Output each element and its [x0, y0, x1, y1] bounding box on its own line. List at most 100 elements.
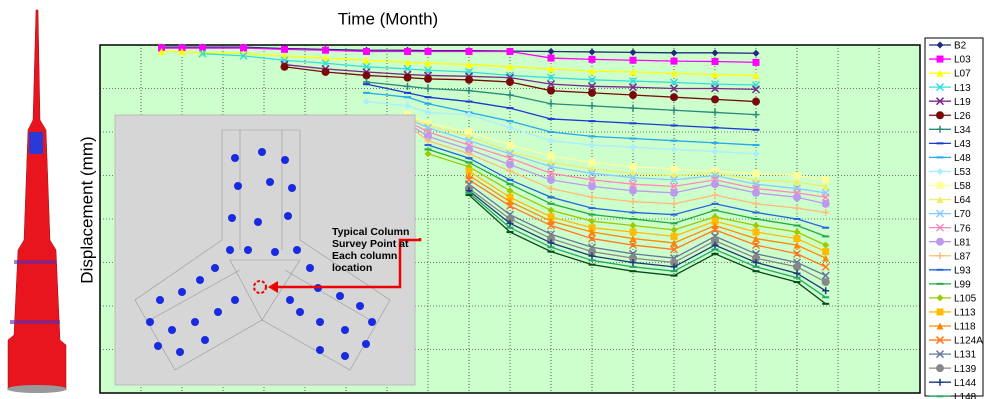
page: {"chart_data": {"type": "line", "title":…	[0, 0, 984, 399]
marker	[671, 165, 678, 172]
legend-label: L76	[954, 223, 971, 234]
survey-point	[258, 148, 266, 156]
survey-point	[316, 346, 324, 354]
survey-point	[254, 218, 262, 226]
marker	[630, 57, 637, 64]
marker	[793, 193, 801, 201]
legend-label: L93	[954, 265, 971, 276]
chart: Time (Month) Displacement (mm) B2L03L07L…	[0, 0, 984, 399]
survey-point	[231, 296, 239, 304]
marker	[752, 98, 760, 106]
survey-point	[306, 264, 314, 272]
survey-point	[154, 342, 162, 350]
marker	[822, 278, 830, 286]
legend-label: L26	[954, 111, 971, 122]
legend-label: L48	[954, 153, 971, 164]
survey-point	[356, 302, 364, 310]
annotation: Typical Column Survey Point at Each colu…	[332, 226, 424, 274]
marker	[547, 176, 555, 184]
legend-label: L03	[954, 55, 971, 66]
marker	[589, 159, 596, 166]
marker	[629, 187, 637, 195]
survey-point	[281, 156, 289, 164]
legend-label: B2	[954, 41, 967, 52]
legend-label: L53	[954, 167, 971, 178]
marker	[466, 48, 473, 55]
marker	[712, 58, 719, 65]
legend-label: L131	[954, 350, 977, 361]
marker	[671, 58, 678, 65]
survey-point	[341, 352, 349, 360]
marker	[465, 76, 473, 84]
survey-point	[288, 184, 296, 192]
legend-label: L34	[954, 125, 971, 136]
survey-point	[146, 318, 154, 326]
marker	[281, 46, 288, 53]
marker	[671, 233, 678, 240]
survey-point	[178, 288, 186, 296]
legend-marker	[937, 308, 944, 315]
marker	[753, 170, 760, 177]
marker	[506, 161, 514, 169]
marker	[630, 229, 637, 236]
marker	[548, 152, 555, 159]
legend-label: L58	[954, 181, 971, 192]
legend-label: L07	[954, 69, 971, 80]
survey-point	[214, 308, 222, 316]
survey-point	[296, 308, 304, 316]
marker	[670, 93, 678, 101]
survey-point	[168, 326, 176, 334]
marker	[794, 235, 801, 242]
tower-image	[7, 10, 67, 393]
legend-label: L148	[954, 392, 977, 399]
marker	[630, 163, 637, 170]
legend-label: L81	[954, 237, 971, 248]
legend-marker	[936, 364, 944, 372]
legend-label: L113	[954, 308, 976, 319]
legend-label: L13	[954, 83, 971, 94]
legend-marker	[936, 238, 944, 246]
survey-point	[336, 292, 344, 300]
marker	[752, 189, 760, 197]
survey-point	[231, 154, 239, 162]
marker	[322, 68, 330, 76]
marker	[711, 95, 719, 103]
survey-point	[284, 212, 292, 220]
marker	[404, 48, 411, 55]
marker	[822, 176, 829, 183]
marker	[753, 229, 760, 236]
survey-point	[234, 182, 242, 190]
marker	[424, 75, 432, 83]
legend-label: L99	[954, 279, 971, 290]
survey-point	[271, 248, 279, 256]
marker	[588, 89, 596, 97]
marker	[507, 142, 514, 149]
survey-point	[226, 246, 234, 254]
marker	[629, 91, 637, 99]
survey-point	[176, 348, 184, 356]
marker	[753, 59, 760, 66]
legend-label: L124A	[954, 336, 983, 347]
legend-marker	[937, 56, 944, 63]
y-axis-label: Displacement (mm)	[77, 136, 96, 283]
survey-point	[244, 246, 252, 254]
survey-point	[341, 326, 349, 334]
legend-marker	[937, 182, 944, 189]
legend-label: L105	[954, 294, 977, 305]
marker	[507, 48, 514, 55]
marker	[322, 47, 329, 54]
survey-point	[362, 340, 370, 348]
survey-point	[228, 214, 236, 222]
marker	[425, 48, 432, 55]
marker	[822, 200, 830, 208]
survey-point	[201, 336, 209, 344]
legend-label: L144	[954, 378, 977, 389]
legend-label: L118	[954, 322, 976, 333]
legend-label: L19	[954, 97, 971, 108]
survey-point	[368, 318, 376, 326]
survey-point	[316, 318, 324, 326]
survey-point	[211, 264, 219, 272]
marker	[670, 189, 678, 197]
marker	[793, 263, 801, 271]
survey-point	[156, 296, 164, 304]
